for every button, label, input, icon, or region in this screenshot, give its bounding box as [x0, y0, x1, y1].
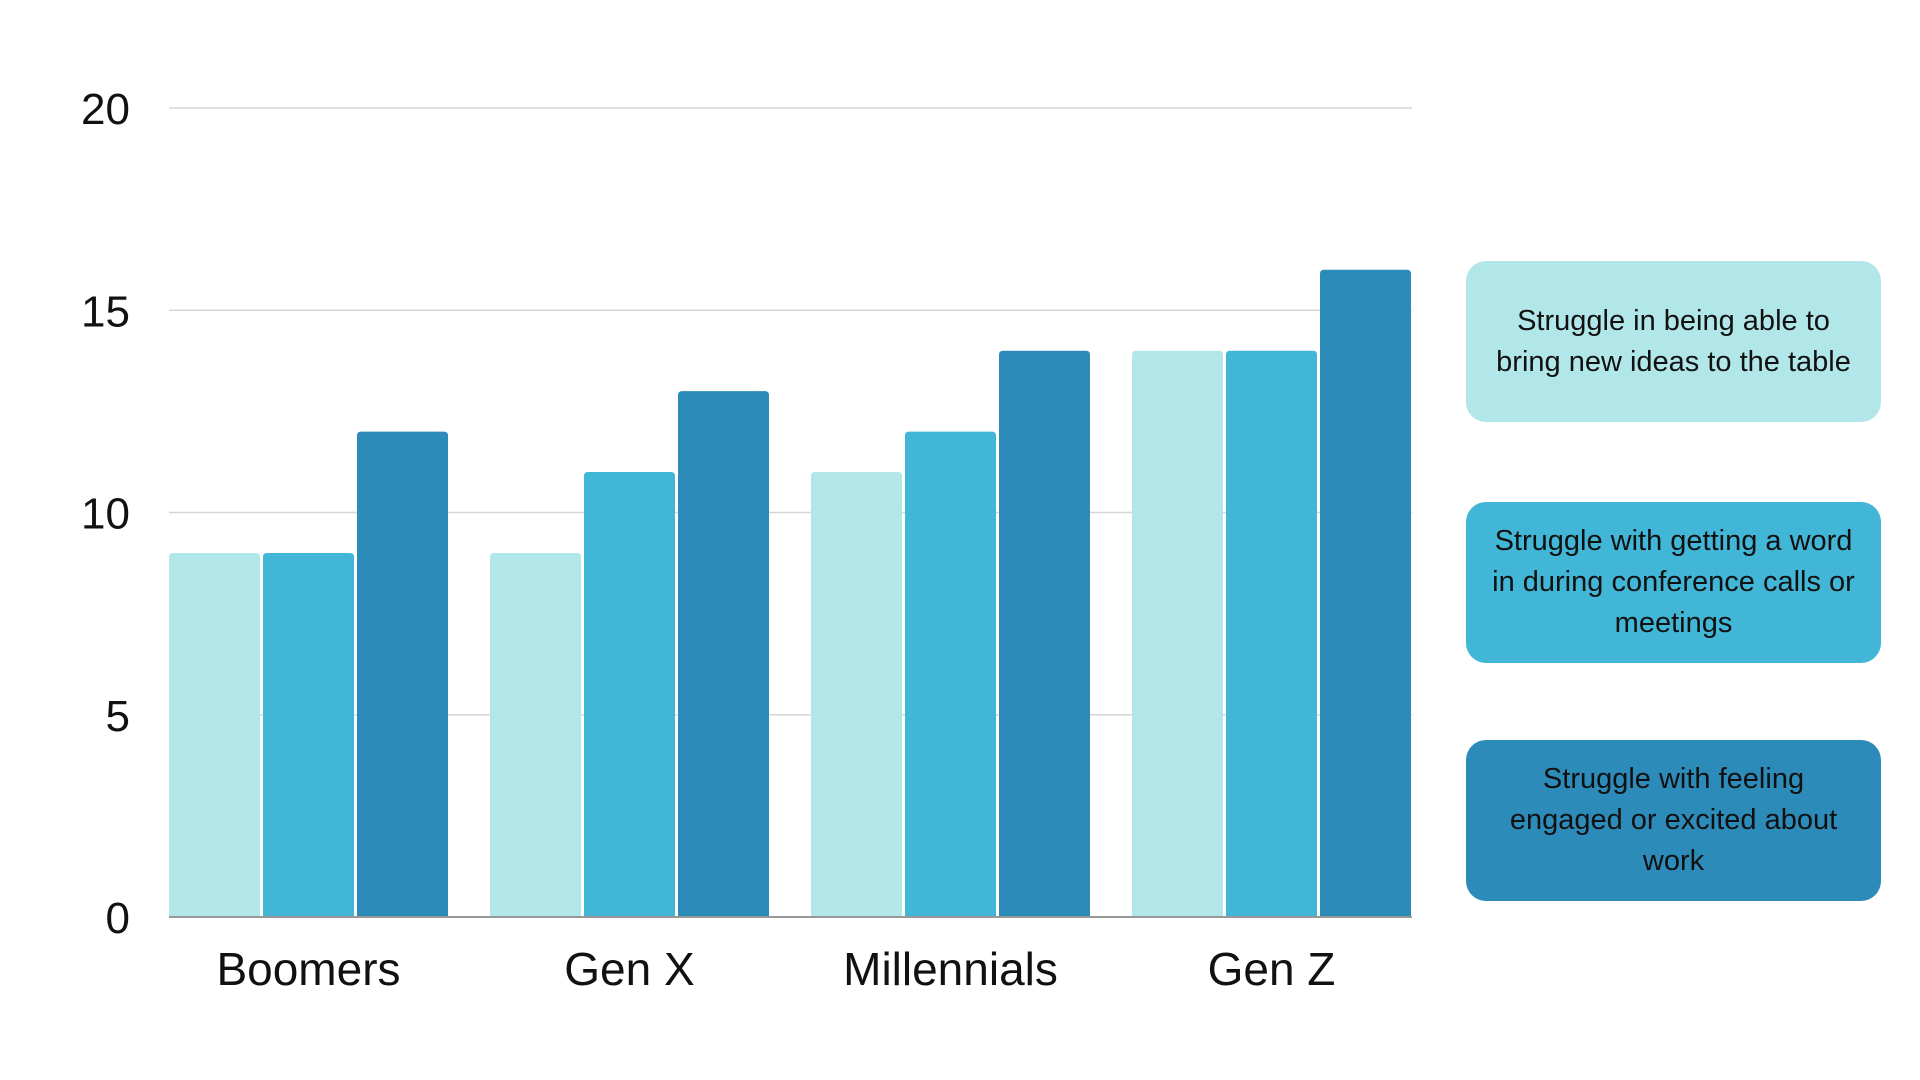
bar — [811, 472, 902, 917]
bar — [584, 472, 675, 917]
legend-item-engaged: Struggle with feeling engaged or excited… — [1466, 740, 1881, 901]
legend-label: Struggle with getting a word in during c… — [1492, 525, 1855, 639]
y-tick-label: 20 — [81, 85, 130, 134]
bar — [678, 391, 769, 917]
legend-item-conference-calls: Struggle with getting a word in during c… — [1466, 502, 1881, 663]
bar — [263, 552, 354, 917]
x-tick-label: Gen X — [564, 943, 694, 995]
bar — [999, 350, 1090, 917]
x-tick-label: Millennials — [843, 943, 1058, 995]
bar — [1132, 350, 1223, 917]
x-tick-label: Boomers — [216, 943, 400, 995]
bar — [905, 431, 996, 917]
bar — [169, 552, 260, 917]
bar — [357, 431, 448, 917]
y-tick-label: 15 — [81, 287, 130, 336]
y-tick-label: 0 — [106, 894, 130, 943]
y-tick-label: 10 — [81, 490, 130, 539]
legend-label: Struggle in being able to bring new idea… — [1496, 304, 1851, 378]
x-tick-label: Gen Z — [1208, 943, 1336, 995]
bar — [1226, 350, 1317, 917]
bar — [1320, 269, 1411, 917]
legend-label: Struggle with feeling engaged or excited… — [1509, 763, 1838, 877]
legend-item-new-ideas: Struggle in being able to bring new idea… — [1466, 261, 1881, 422]
bar — [490, 552, 581, 917]
y-tick-label: 5 — [106, 692, 130, 741]
